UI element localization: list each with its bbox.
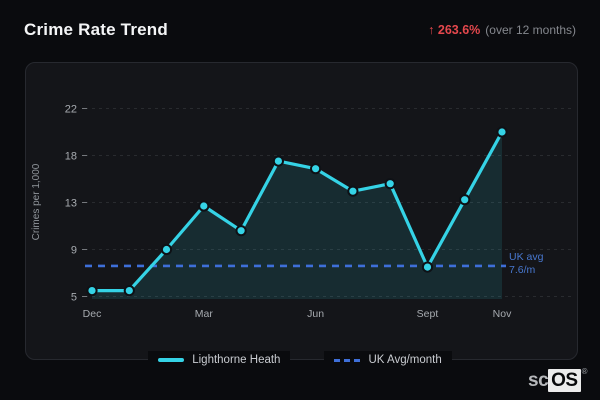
data-point-dec[interactable] (86, 285, 98, 297)
logo-text-sc: sc (528, 370, 549, 391)
area-fill (92, 132, 502, 299)
y-tick-label: 9 (71, 245, 77, 257)
uk-avg-annotation-line1: UK avg (509, 251, 544, 263)
x-tick-label: Jun (307, 308, 324, 320)
scos-logo: sc OS ® (528, 368, 588, 392)
data-point-sept[interactable] (421, 261, 434, 273)
data-point-may[interactable] (272, 155, 284, 167)
y-tick-label: 18 (65, 151, 77, 163)
data-point-aug[interactable] (384, 178, 396, 190)
data-point-oct[interactable] (459, 194, 471, 206)
trend-summary: ↑ 263.6% (over 12 months) (428, 23, 576, 37)
x-tick-label: Nov (493, 308, 512, 320)
header: Crime Rate Trend ↑ 263.6% (over 12 month… (0, 0, 600, 60)
crime-trend-chart: 5 9 13 18 22 Dec Mar Jun Sept Nov UK avg 7.6/m Crime… (26, 63, 577, 359)
legend-label-lighthorne-heath: Lighthorne Heath (192, 354, 281, 366)
page-title: Crime Rate Trend (24, 20, 168, 39)
data-point-jan[interactable] (123, 285, 135, 297)
trend-change-value: ↑ 263.6% (428, 23, 481, 37)
logo-text-os: OS (548, 369, 581, 392)
crime-trend-line (90, 130, 504, 293)
solid-line-swatch (158, 358, 185, 362)
y-tick-label: 22 (65, 104, 77, 116)
data-point-jun[interactable] (310, 163, 322, 175)
uk-avg-annotation-line2: 7.6/m (509, 264, 536, 276)
x-tick-label: Sept (417, 308, 439, 320)
y-tick-label: 5 (71, 292, 77, 304)
data-point-mar[interactable] (198, 200, 210, 212)
dashed-line-swatch (334, 358, 361, 362)
trend-change-period: (over 12 months) (485, 23, 576, 37)
y-tick-label: 13 (65, 198, 77, 210)
chart-panel: 5 9 13 18 22 Dec Mar Jun Sept Nov UK avg 7.6/m Crime… (25, 62, 578, 360)
x-tick-label: Mar (195, 308, 214, 320)
data-point-apr[interactable] (235, 225, 247, 237)
registered-trademark-icon: ® (581, 367, 588, 376)
data-point-feb[interactable] (160, 243, 173, 256)
legend-item-lighthorne-heath: Lighthorne Heath (148, 351, 291, 369)
data-point-nov[interactable] (496, 126, 508, 138)
legend-item-uk-avg: UK Avg/month (324, 351, 452, 369)
legend-label-uk-avg: UK Avg/month (368, 354, 442, 366)
data-point-jul[interactable] (347, 185, 359, 197)
x-tick-label: Dec (83, 308, 102, 320)
y-axis-title: Crimes per 1,000 (31, 163, 42, 240)
chart-legend: Lighthorne Heath UK Avg/month (0, 351, 600, 369)
